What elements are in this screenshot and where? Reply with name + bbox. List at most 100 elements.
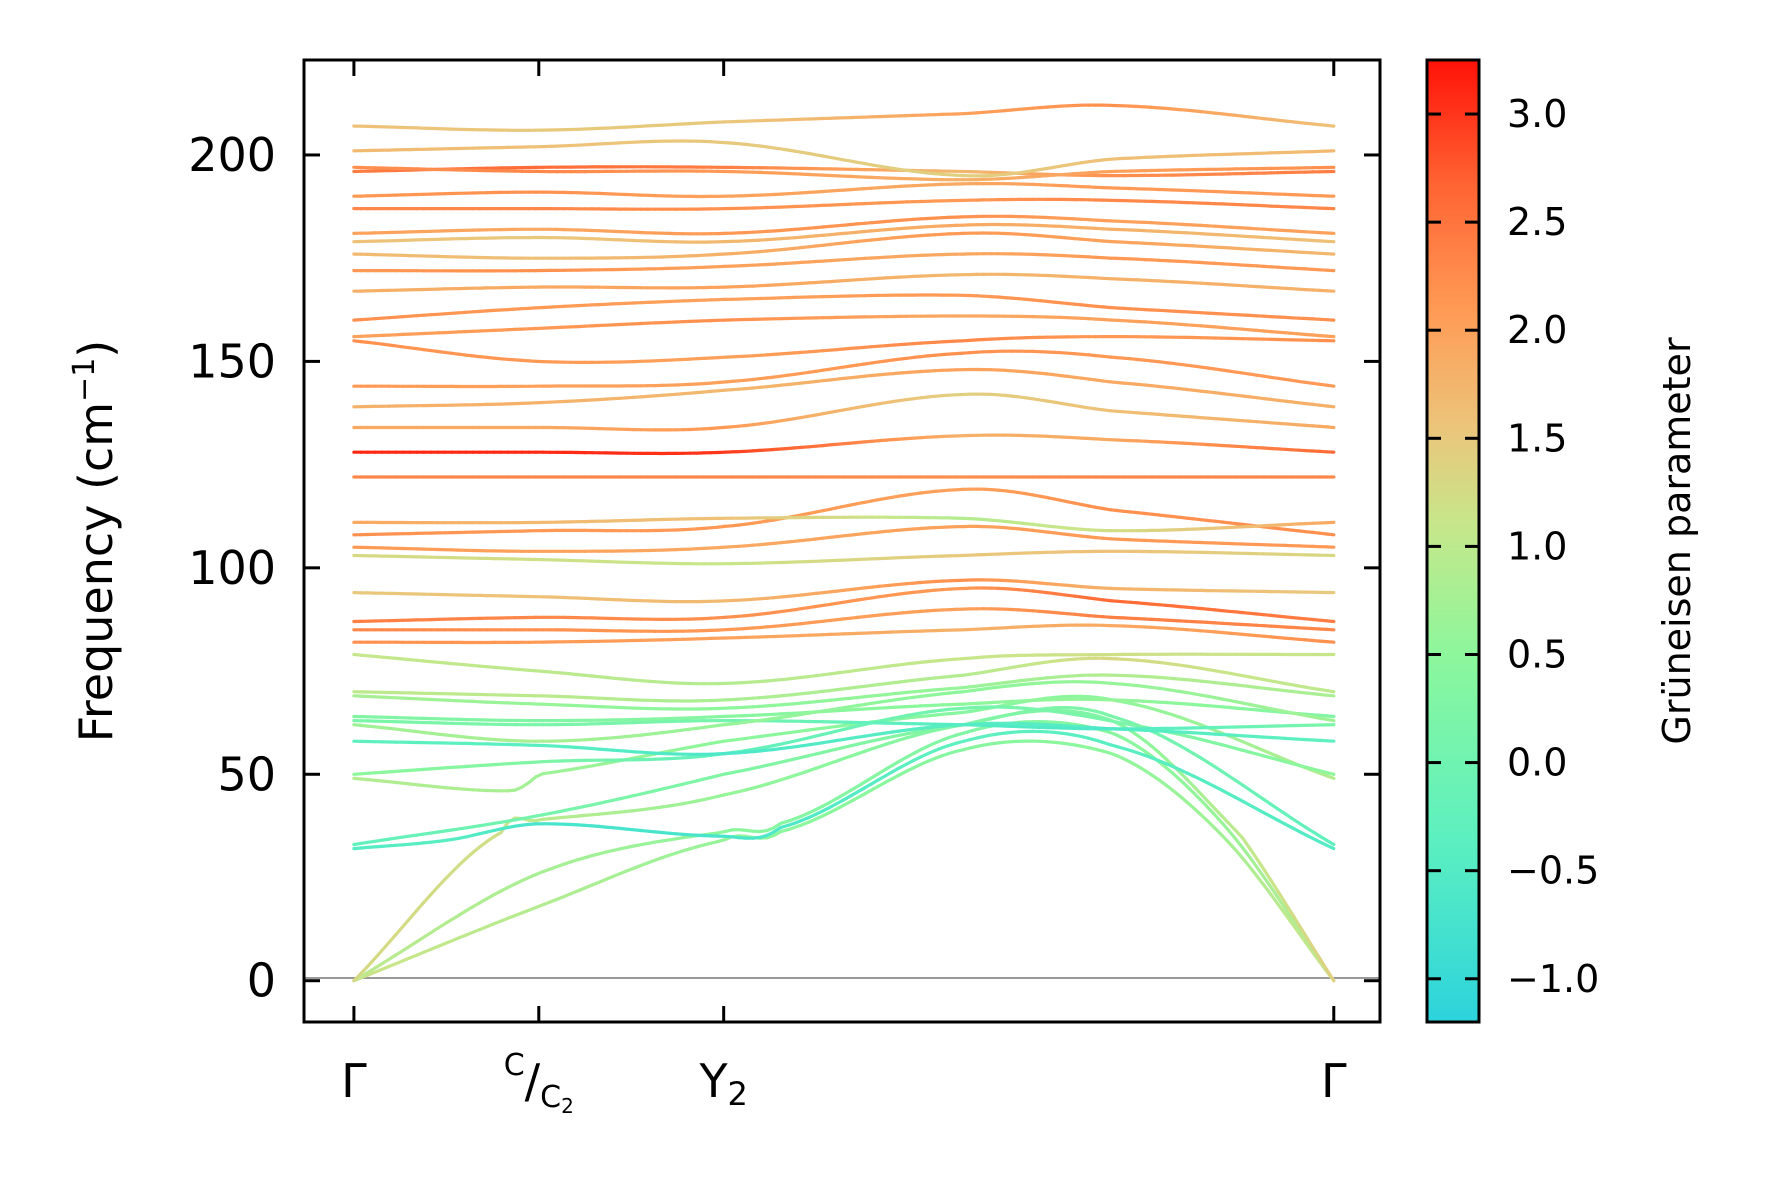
- band-segment: [1234, 828, 1245, 840]
- band-band-22: [352, 515, 1336, 533]
- band-segment: [1199, 792, 1210, 803]
- band-segment: [1227, 840, 1238, 852]
- band-band-15: [352, 623, 1336, 645]
- band-band-36: [352, 197, 1336, 211]
- band-segment: [401, 916, 412, 929]
- band-segment: [366, 956, 377, 968]
- band-band-18: [352, 578, 1336, 604]
- band-segment: [443, 870, 454, 882]
- band-segment: [1283, 900, 1294, 916]
- band-segment: [1318, 956, 1329, 972]
- band-segment: [1262, 883, 1273, 896]
- band-band-2: [352, 719, 1336, 983]
- band-band-12: [352, 673, 1336, 711]
- band-segment: [1297, 931, 1308, 945]
- band-segment: [422, 892, 433, 904]
- band-segment: [1325, 334, 1336, 339]
- band-band-28: [352, 335, 1336, 364]
- band-segment: [373, 948, 384, 961]
- band-segment: [1297, 923, 1308, 938]
- band-segment: [1206, 805, 1217, 817]
- band-band-10: [352, 697, 1336, 723]
- band-segment: [1241, 856, 1252, 869]
- band-segment: [1269, 892, 1280, 906]
- band-band-21: [352, 487, 1336, 537]
- band-band-16: [352, 607, 1336, 633]
- band-segment: [408, 908, 419, 921]
- band-band-14: [352, 652, 1336, 686]
- band-segment: [1325, 968, 1336, 983]
- band-segment: [1199, 798, 1210, 810]
- band-segment: [1325, 717, 1336, 723]
- band-segment: [1290, 921, 1301, 935]
- band-segment: [1234, 837, 1245, 850]
- band-segment: [1227, 828, 1238, 841]
- band-segment: [1213, 813, 1224, 825]
- band-band-4: [352, 729, 1336, 851]
- band-segment: [1248, 846, 1259, 861]
- band-segment: [380, 940, 391, 953]
- band-segment: [1325, 688, 1336, 694]
- band-segment: [387, 932, 398, 945]
- band-segment: [1192, 784, 1203, 796]
- band-segment: [1283, 911, 1294, 925]
- band-segment: [359, 964, 370, 976]
- band-segment: [429, 885, 440, 897]
- band-segment: [1290, 916, 1301, 931]
- band-band-11: [352, 680, 1336, 743]
- band-segment: [1325, 714, 1336, 719]
- band-segment: [1325, 770, 1336, 776]
- band-segment: [1325, 843, 1336, 851]
- band-segment: [1192, 791, 1203, 802]
- band-segment: [1178, 777, 1189, 788]
- band-segment: [1199, 812, 1210, 823]
- band-segment: [415, 900, 426, 912]
- band-band-13: [352, 656, 1336, 703]
- band-segment: [1255, 857, 1266, 871]
- band-segment: [1325, 425, 1336, 430]
- band-band-32: [352, 252, 1336, 273]
- band-segment: [1255, 865, 1266, 879]
- band-segment: [1241, 836, 1252, 850]
- band-segment: [1185, 784, 1196, 795]
- band-band-8: [352, 721, 1336, 757]
- band-segment: [1185, 777, 1196, 789]
- band-segment: [1227, 821, 1238, 833]
- band-segment: [1276, 895, 1287, 910]
- band-segment: [1276, 902, 1287, 916]
- band-band-24: [352, 433, 1336, 456]
- band-band-20: [352, 524, 1336, 553]
- band-band-35: [352, 214, 1336, 236]
- band-band-31: [352, 272, 1336, 293]
- band-segment: [1325, 619, 1336, 624]
- band-segment: [1276, 889, 1287, 904]
- band-segment: [1325, 774, 1336, 781]
- band-segment: [1234, 848, 1245, 861]
- band-segment: [1325, 693, 1336, 698]
- band-segment: [1325, 639, 1336, 644]
- band-segment: [1325, 383, 1336, 388]
- band-band-29: [352, 314, 1336, 339]
- band-segment: [1241, 846, 1252, 859]
- band-segment: [1269, 878, 1280, 893]
- band-band-26: [352, 367, 1336, 409]
- band-segment: [1220, 820, 1231, 833]
- band-segment: [1213, 826, 1224, 837]
- band-segment: [1262, 875, 1273, 889]
- band-segment: [1290, 911, 1301, 927]
- band-band-17: [352, 586, 1336, 624]
- band-band-25: [352, 392, 1336, 432]
- band-band-27: [352, 349, 1336, 389]
- band-segment: [1178, 770, 1189, 781]
- band-segment: [450, 863, 461, 874]
- band-segment: [1325, 404, 1336, 409]
- band-segment: [1297, 927, 1308, 942]
- band-segment: [1283, 906, 1294, 921]
- band-segment: [436, 877, 447, 889]
- band-segment: [1262, 867, 1273, 882]
- band-band-34: [352, 222, 1336, 244]
- band-segment: [1269, 885, 1280, 900]
- bands-layer: [352, 103, 1336, 983]
